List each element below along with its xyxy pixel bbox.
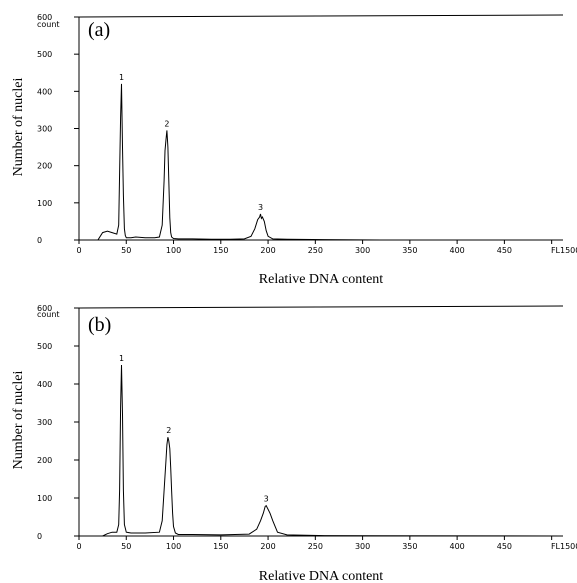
x-tick-label: 100 <box>166 542 181 551</box>
y-tick-label: 0 <box>37 236 42 245</box>
y-tick-label: 600 <box>37 13 52 22</box>
x-tick-label: 200 <box>260 542 275 551</box>
x-tick-label: 0 <box>76 542 81 551</box>
top-frame <box>78 14 564 18</box>
y-tick-label: 500 <box>37 342 52 351</box>
histogram-line <box>79 83 563 241</box>
x-tick-label: 200 <box>260 246 275 255</box>
top-frame <box>78 305 564 309</box>
peak-label: 2 <box>166 426 171 435</box>
x-tick-label: 250 <box>308 542 323 551</box>
chart-panel-b: (b) count Number of nuclei Relative DNA … <box>11 304 577 583</box>
x-tick-label: 350 <box>402 542 417 551</box>
x-tick-label: FL1500 <box>551 246 577 255</box>
y-axis-title: Number of nuclei <box>11 78 26 177</box>
x-tick-label: 400 <box>449 542 464 551</box>
y-tick-label: 200 <box>37 456 52 465</box>
x-tick-label: 0 <box>76 246 81 255</box>
y-tick-label: 400 <box>37 380 52 389</box>
x-tick-label: 300 <box>355 246 370 255</box>
x-axis-title: Relative DNA content <box>259 569 384 583</box>
y-unit-label: count <box>37 310 60 319</box>
x-tick-label: 450 <box>497 246 512 255</box>
x-tick-label: 100 <box>166 246 181 255</box>
y-tick-label: 400 <box>37 87 52 96</box>
y-unit-label: count <box>37 20 60 29</box>
peak-label: 3 <box>264 495 269 504</box>
panel-label: (b) <box>88 314 111 336</box>
panel-label: (a) <box>88 19 110 41</box>
y-tick-label: 600 <box>37 304 52 313</box>
peak-label: 1 <box>119 354 124 363</box>
chart-panel-a: (a) count Number of nuclei Relative DNA … <box>11 13 577 287</box>
x-tick-label: 150 <box>213 246 228 255</box>
peak-label: 2 <box>164 119 169 128</box>
x-tick-label: 150 <box>213 542 228 551</box>
y-axis-title: Number of nuclei <box>11 371 26 470</box>
x-tick-label: 250 <box>308 246 323 255</box>
y-tick-label: 200 <box>37 162 52 171</box>
x-tick-label: FL1500 <box>551 542 577 551</box>
x-tick-label: 350 <box>402 246 417 255</box>
y-tick-label: 300 <box>37 418 52 427</box>
y-tick-label: 300 <box>37 125 52 134</box>
y-tick-label: 0 <box>37 532 42 541</box>
x-tick-label: 300 <box>355 542 370 551</box>
x-tick-label: 50 <box>121 542 131 551</box>
x-tick-label: 50 <box>121 246 131 255</box>
peak-label: 3 <box>258 203 263 212</box>
y-tick-label: 500 <box>37 50 52 59</box>
x-axis-title: Relative DNA content <box>259 272 384 287</box>
x-tick-label: 450 <box>497 542 512 551</box>
histogram-line <box>79 364 564 537</box>
x-tick-label: 400 <box>449 246 464 255</box>
y-tick-label: 100 <box>37 199 52 208</box>
y-tick-label: 100 <box>37 494 52 503</box>
peak-label: 1 <box>119 73 124 82</box>
